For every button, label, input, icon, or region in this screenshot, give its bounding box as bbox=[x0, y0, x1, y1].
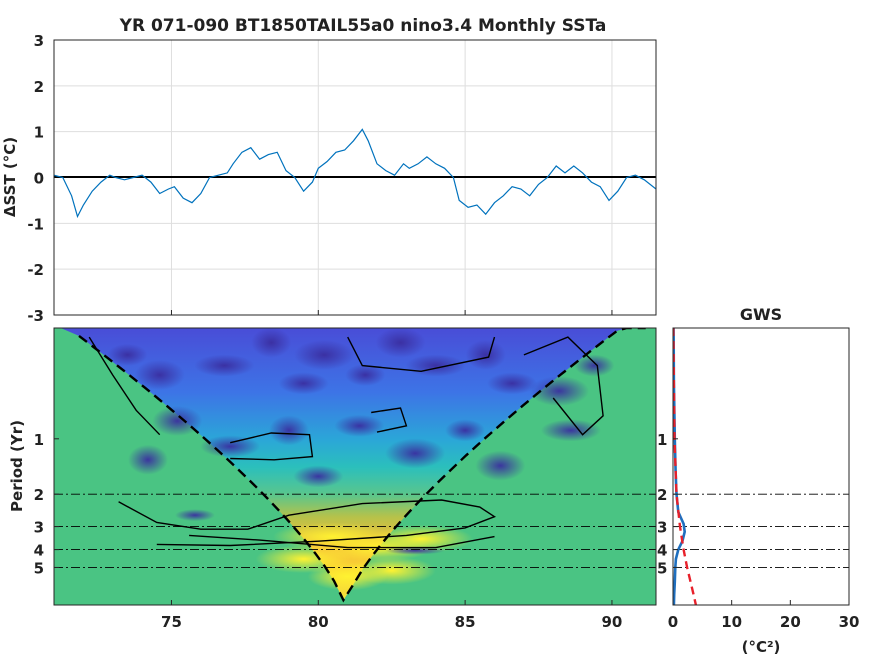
gws-x-tick-label: 0 bbox=[668, 613, 678, 631]
reference-period-lines bbox=[54, 493, 656, 568]
significance-contours bbox=[88, 336, 604, 549]
gws-y-tick-label: 4 bbox=[657, 542, 667, 560]
low-power-blob bbox=[529, 376, 590, 407]
high-power-blob bbox=[307, 562, 388, 591]
low-power-blob bbox=[465, 339, 506, 370]
y-tick-label: 5 bbox=[34, 559, 44, 577]
low-power-blob bbox=[127, 444, 168, 475]
gws-xlabel: (°C²) bbox=[742, 638, 781, 656]
timeseries-panel: 3 2 1 0 -1 -2 -3 ΔSST (°C) bbox=[1, 32, 657, 325]
low-power-blob bbox=[345, 363, 386, 386]
low-power-blob bbox=[334, 414, 385, 437]
significance-contour bbox=[371, 407, 408, 433]
y-tick-label: -1 bbox=[27, 215, 44, 233]
timeseries-ylabel: ΔSST (°C) bbox=[1, 137, 19, 217]
power-blobs bbox=[107, 328, 615, 591]
y-tick-label: 4 bbox=[34, 542, 44, 560]
low-power-blob bbox=[294, 339, 355, 370]
significance-contour bbox=[230, 432, 314, 461]
y-tick-label: 1 bbox=[34, 124, 44, 142]
x-tick-label: 85 bbox=[455, 613, 476, 631]
y-tick-label: -3 bbox=[27, 307, 44, 325]
gws-frame bbox=[672, 327, 850, 606]
x-tick-label: 90 bbox=[602, 613, 623, 631]
low-power-blob bbox=[385, 546, 446, 555]
cone-fill bbox=[60, 328, 646, 601]
x-tick-label: 75 bbox=[161, 613, 182, 631]
gws-y-tick-label: 2 bbox=[657, 486, 667, 504]
significance-contour bbox=[189, 534, 495, 549]
sst-anomaly-line bbox=[54, 128, 656, 219]
timeseries-frame bbox=[53, 39, 657, 316]
wavelet-ylabel: Period (Yr) bbox=[8, 420, 26, 512]
gws-title: GWS bbox=[740, 305, 782, 324]
low-power-blob bbox=[278, 372, 329, 395]
low-power-blob bbox=[487, 372, 538, 395]
y-tick-label: 2 bbox=[34, 486, 44, 504]
wavelet-frame bbox=[53, 327, 657, 606]
gws-x-tick-label: 10 bbox=[721, 613, 742, 631]
y-tick-label: 2 bbox=[34, 78, 44, 96]
cone-of-influence bbox=[78, 328, 646, 603]
gws-significance-line bbox=[673, 328, 698, 605]
y-tick-label: -2 bbox=[27, 261, 44, 279]
gws-power-line bbox=[673, 328, 687, 605]
gws-ticks: 0 10 20 30 1 2 3 45 bbox=[657, 431, 859, 631]
low-power-blob bbox=[134, 359, 185, 390]
low-power-blob bbox=[194, 354, 255, 377]
low-power-blob bbox=[152, 405, 203, 436]
low-power-blob bbox=[293, 465, 344, 488]
significance-contour bbox=[523, 336, 604, 436]
gws-reference-lines bbox=[673, 493, 849, 568]
timeseries-series bbox=[54, 128, 656, 219]
low-power-blob bbox=[385, 438, 446, 469]
low-power-blob bbox=[251, 328, 292, 358]
low-power-blob bbox=[540, 419, 601, 442]
low-power-blob bbox=[107, 343, 148, 366]
gws-y-tick-label: 3 bbox=[657, 519, 667, 537]
gws-x-tick-label: 20 bbox=[780, 613, 801, 631]
global-wavelet-spectrum-panel: GWS 0 10 20 30 1 2 3 45 (°C²) bbox=[657, 305, 859, 656]
low-power-blob bbox=[475, 450, 526, 481]
gws-y-tick-label: 1 bbox=[657, 431, 667, 449]
low-power-blob bbox=[174, 509, 215, 522]
y-tick-label: 1 bbox=[34, 431, 44, 449]
low-power-blob bbox=[200, 435, 261, 458]
y-tick-label: 3 bbox=[34, 32, 44, 50]
gws-series bbox=[673, 328, 698, 605]
wavelet-ticks: 1 2 3 45 75 80 85 90 bbox=[34, 431, 623, 631]
low-power-blob bbox=[574, 354, 615, 377]
low-power-blob bbox=[268, 415, 309, 446]
timeseries-ticks: 3 2 1 0 -1 -2 -3 bbox=[27, 32, 613, 325]
wavelet-power-map bbox=[54, 328, 656, 605]
gws-y-tick-label: 5 bbox=[657, 559, 667, 577]
y-tick-label: 3 bbox=[34, 519, 44, 537]
wavelet-panel: 1 2 3 45 75 80 85 90 Period (Yr) bbox=[8, 327, 657, 631]
low-power-blob bbox=[375, 328, 426, 358]
low-power-blob bbox=[405, 354, 466, 377]
significance-contour bbox=[118, 499, 497, 547]
gws-x-tick-label: 30 bbox=[839, 613, 860, 631]
x-tick-label: 80 bbox=[308, 613, 329, 631]
y-tick-label: 0 bbox=[34, 170, 44, 188]
low-power-blob bbox=[445, 419, 486, 442]
significance-contour bbox=[347, 336, 496, 373]
chart-title: YR 071-090 BT1850TAIL55a0 nino3.4 Monthl… bbox=[119, 16, 607, 36]
significance-contour bbox=[88, 336, 161, 436]
